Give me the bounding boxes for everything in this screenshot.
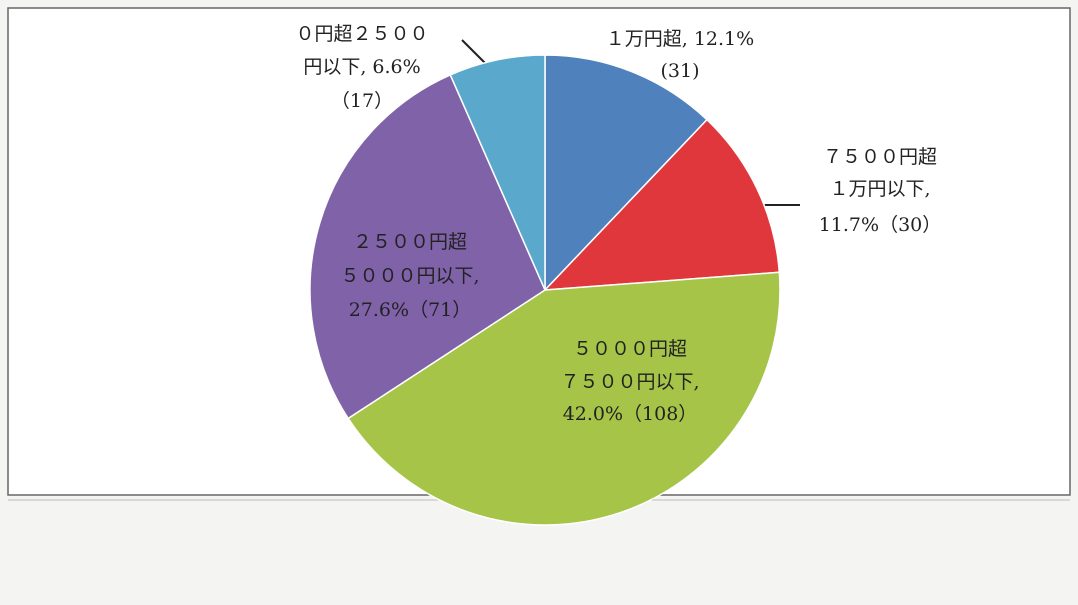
pie-slice [347,271,781,526]
slice-label: ５０００円超 [573,338,687,360]
pie-slice [309,73,546,420]
slice-label: 円以下, 6.6% [303,56,420,78]
pie-slice [544,54,709,292]
slice-label: 27.6%（71） [349,299,472,321]
pie-slice [449,54,546,291]
slice-label: １万円以下, [829,178,930,200]
slice-label: ７５００円超 [823,146,937,168]
slice-label: 11.7%（30） [819,214,942,236]
slice-label: 42.0%（108） [563,403,698,425]
slice-label: ０円超２５００ [295,23,428,45]
slice-label: (31) [660,60,699,82]
pie-slice [543,118,781,291]
slice-label: （17） [331,90,393,112]
slice-label: １万円超, 12.1% [606,28,754,50]
slice-label: ２５００円超 [353,231,467,253]
slice-label: ７５００円以下, [560,371,699,393]
slice-label: ５０００円以下, [340,265,479,287]
